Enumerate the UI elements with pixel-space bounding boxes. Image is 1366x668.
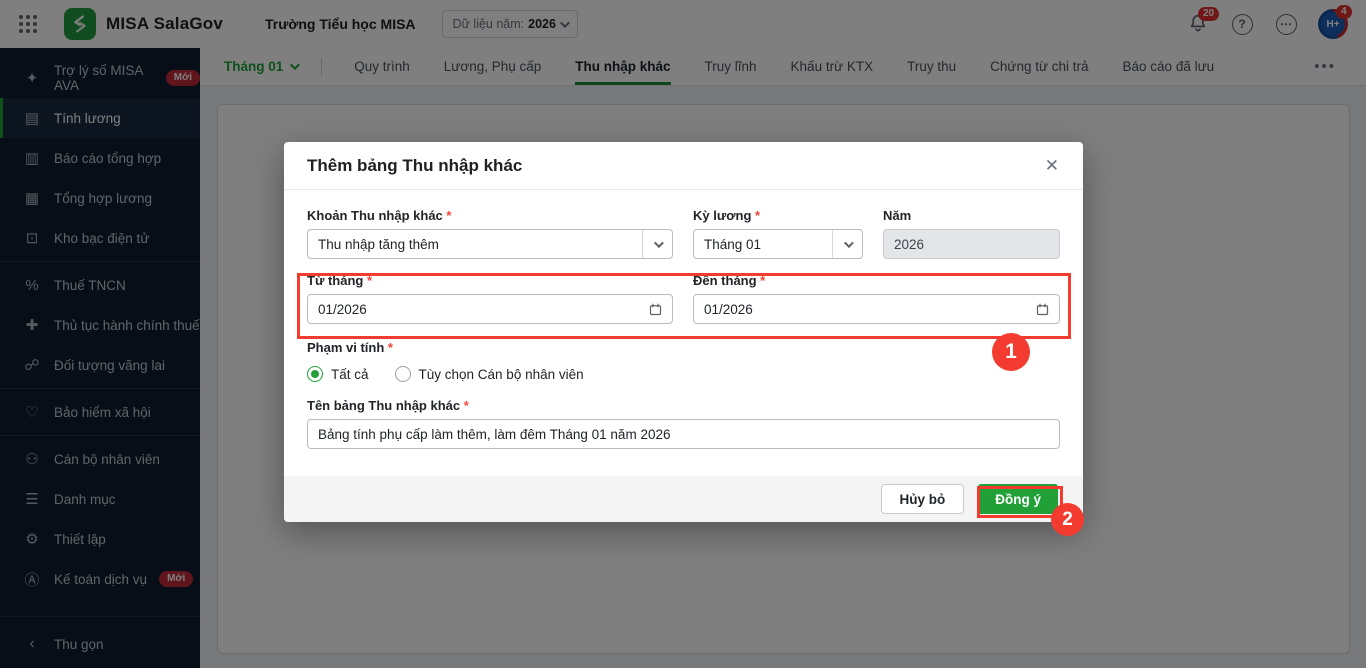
chevron-down-icon[interactable] bbox=[642, 230, 672, 258]
table-name-field[interactable] bbox=[307, 419, 1060, 449]
modal-header: Thêm bảng Thu nhập khác ✕ bbox=[284, 142, 1083, 190]
to-month-label: Đến tháng bbox=[693, 273, 1060, 288]
income-type-value: Thu nhập tăng thêm bbox=[318, 236, 439, 252]
pay-period-value: Tháng 01 bbox=[704, 236, 762, 252]
calendar-icon[interactable] bbox=[1025, 295, 1059, 323]
from-month-field[interactable] bbox=[307, 294, 673, 324]
radio-unselected-icon bbox=[394, 366, 411, 382]
radio-tat-ca[interactable]: Tất cả bbox=[307, 366, 369, 382]
radio-label: Tùy chọn Cán bộ nhân viên bbox=[418, 366, 584, 382]
table-name-input[interactable] bbox=[308, 420, 1059, 448]
income-type-select[interactable]: Thu nhập tăng thêm bbox=[307, 229, 673, 259]
pay-period-label: Kỳ lương bbox=[693, 208, 863, 223]
modal-body: Khoản Thu nhập khác Thu nhập tăng thêm K… bbox=[284, 190, 1083, 476]
add-other-income-modal: Thêm bảng Thu nhập khác ✕ Khoản Thu nhập… bbox=[284, 142, 1083, 522]
chevron-down-icon[interactable] bbox=[832, 230, 862, 258]
to-month-field[interactable] bbox=[693, 294, 1060, 324]
radio-label: Tất cả bbox=[331, 366, 369, 382]
to-month-input[interactable] bbox=[694, 295, 1025, 323]
cancel-button[interactable]: Hủy bỏ bbox=[880, 484, 965, 514]
calendar-icon[interactable] bbox=[638, 295, 672, 323]
from-month-input[interactable] bbox=[308, 295, 638, 323]
year-label: Năm bbox=[883, 208, 912, 223]
year-field: 2026 bbox=[883, 229, 1060, 259]
year-value: 2026 bbox=[894, 236, 925, 252]
scope-label: Phạm vi tính bbox=[307, 340, 1060, 355]
modal-footer: Hủy bỏ Đồng ý bbox=[284, 476, 1083, 522]
annotation-step-1-badge: 1 bbox=[992, 333, 1030, 371]
from-month-label: Từ tháng bbox=[307, 273, 673, 288]
close-icon[interactable]: ✕ bbox=[1044, 156, 1059, 175]
pay-period-select[interactable]: Tháng 01 bbox=[693, 229, 863, 259]
annotation-step-2-badge: 2 bbox=[1051, 503, 1084, 536]
income-type-label: Khoản Thu nhập khác bbox=[307, 208, 673, 223]
confirm-button[interactable]: Đồng ý bbox=[978, 484, 1058, 514]
table-name-label: Tên bảng Thu nhập khác bbox=[307, 398, 1060, 413]
modal-title: Thêm bảng Thu nhập khác bbox=[307, 155, 523, 175]
radio-tuy-chon-cbnv[interactable]: Tùy chọn Cán bộ nhân viên bbox=[394, 366, 584, 382]
radio-selected-icon bbox=[307, 366, 323, 382]
